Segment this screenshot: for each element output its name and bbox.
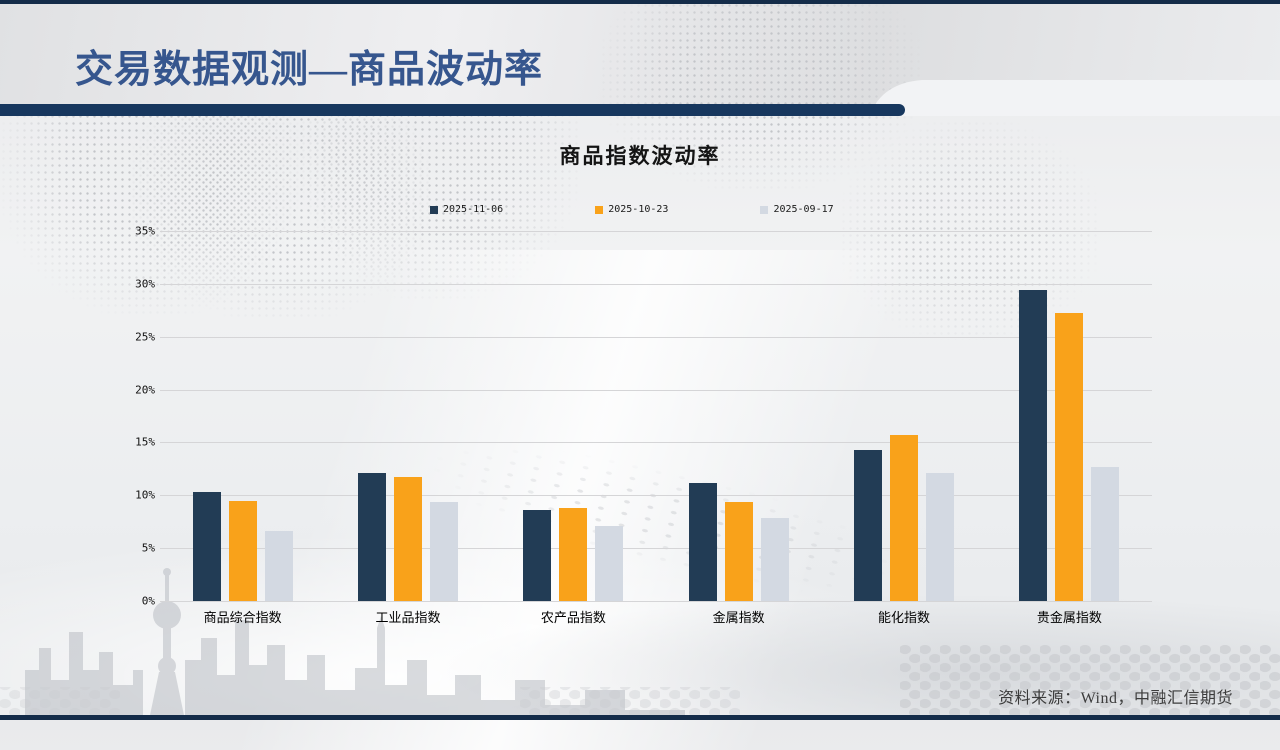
bar-2025-11-06 xyxy=(192,492,221,601)
legend-swatch-icon xyxy=(430,205,438,214)
x-axis-category-label: 工业品指数 xyxy=(375,610,441,625)
x-axis-category-label: 金属指数 xyxy=(712,610,765,625)
bar-group xyxy=(987,231,1152,601)
bar-2025-09-17 xyxy=(595,525,624,601)
bar-2025-10-23 xyxy=(889,435,918,601)
bar-2025-10-23 xyxy=(724,501,753,601)
bar-group xyxy=(160,231,325,601)
y-axis-tick-label: 15% xyxy=(135,435,155,449)
bar-chart-plot-area xyxy=(160,231,1152,602)
bar-2025-09-17 xyxy=(925,473,954,601)
bar-2025-11-06 xyxy=(853,449,882,601)
legend-label: 2025-10-23 xyxy=(608,204,669,215)
y-axis-labels: 35% 30% 25% 20% 15% 10% 5% 0% xyxy=(100,225,155,608)
gridline xyxy=(160,231,1152,232)
bottom-accent-strip xyxy=(0,715,1280,720)
chart-title: 商品指数波动率 xyxy=(559,144,721,168)
bar-2025-10-23 xyxy=(228,500,257,601)
header-corner-panel xyxy=(869,80,1280,116)
x-axis-category-label: 能化指数 xyxy=(877,610,931,625)
bar-2025-10-23 xyxy=(393,477,422,601)
bar-group xyxy=(821,231,986,601)
source-note: 资料来源：Wind，中融汇信期货 xyxy=(998,690,1233,707)
bar-2025-10-23 xyxy=(1055,313,1084,601)
bar-2025-11-06 xyxy=(1019,290,1048,601)
bar-2025-11-06 xyxy=(523,510,552,601)
gridline xyxy=(160,548,1152,550)
bar-2025-09-17 xyxy=(429,501,458,601)
gridline xyxy=(160,389,1152,391)
legend-label: 2025-11-06 xyxy=(443,204,504,215)
gridline xyxy=(160,495,1152,497)
top-accent-strip xyxy=(0,0,1280,4)
bar-2025-11-06 xyxy=(357,473,386,601)
legend-swatch-icon xyxy=(595,205,604,214)
bar-2025-10-23 xyxy=(559,507,588,601)
bar-group xyxy=(656,231,821,601)
y-axis-tick-label: 10% xyxy=(135,488,155,502)
gridline xyxy=(160,336,1152,338)
y-axis-tick-label: 25% xyxy=(135,330,155,344)
bar-2025-09-17 xyxy=(1091,466,1120,601)
legend-swatch-icon xyxy=(760,205,769,214)
y-axis-tick-label: 35% xyxy=(135,224,155,238)
legend-label: 2025-09-17 xyxy=(773,204,834,215)
honeycomb-pattern xyxy=(0,645,1280,720)
x-axis-category-label: 农产品指数 xyxy=(540,610,606,625)
page-title: 交易数据观测—商品波动率 xyxy=(75,49,544,91)
gridline xyxy=(160,601,1152,602)
x-axis-labels: 商品综合指数 工业品指数 农产品指数 金属指数 能化指数 贵金属指数 xyxy=(160,607,1152,631)
y-axis-tick-label: 30% xyxy=(135,277,155,291)
bar-group xyxy=(325,231,490,601)
y-axis-tick-label: 5% xyxy=(141,541,155,555)
bar-group xyxy=(491,231,656,601)
chart-legend: 2025-11-06 2025-10-23 2025-09-17 xyxy=(430,204,834,215)
y-axis-tick-label: 20% xyxy=(135,383,155,397)
bar-2025-09-17 xyxy=(760,517,789,601)
bar-2025-11-06 xyxy=(688,482,717,601)
gridline xyxy=(160,283,1152,285)
legend-item: 2025-09-17 xyxy=(760,204,834,215)
y-axis-tick-label: 0% xyxy=(141,594,155,608)
x-axis-category-label: 商品综合指数 xyxy=(203,610,282,625)
bar-2025-09-17 xyxy=(264,531,293,601)
x-axis-category-label: 贵金属指数 xyxy=(1036,610,1102,625)
gridline xyxy=(160,442,1152,444)
legend-item: 2025-10-23 xyxy=(595,204,668,215)
legend-item: 2025-11-06 xyxy=(430,204,503,215)
header-accent-rule xyxy=(0,104,905,116)
